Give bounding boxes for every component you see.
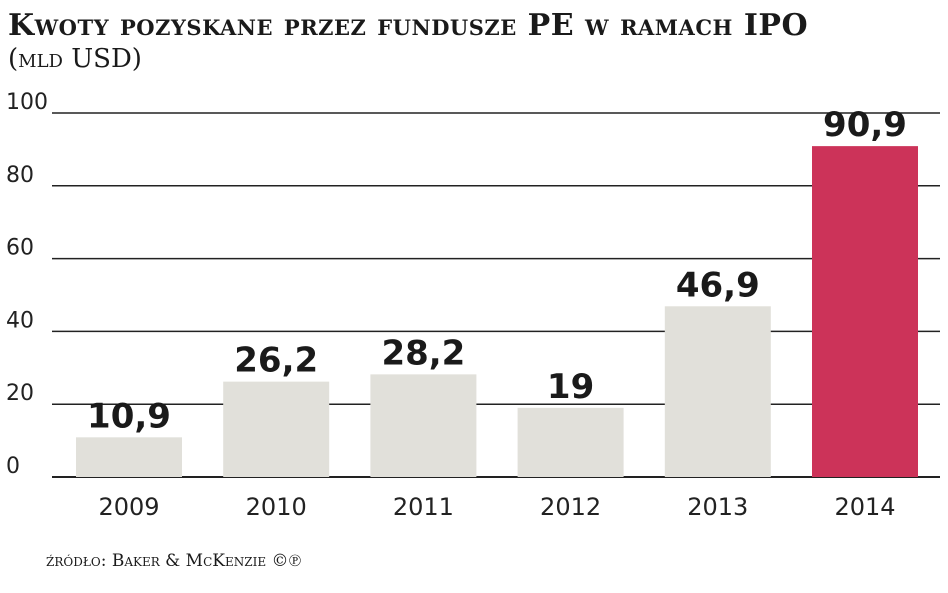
bar-2009 <box>76 437 182 477</box>
bar-2013 <box>664 306 771 477</box>
y-tick-label: 60 <box>6 236 34 261</box>
category-label-2009: 2009 <box>98 493 159 521</box>
y-tick-label: 0 <box>6 454 20 479</box>
bar-2011 <box>370 374 477 477</box>
bar-2012 <box>517 407 624 477</box>
chart-subtitle: (mld USD) <box>8 44 142 74</box>
y-tick-label: 80 <box>6 163 34 188</box>
y-tick-label: 100 <box>6 90 48 115</box>
value-label-2012: 19 <box>547 367 594 407</box>
category-label-2012: 2012 <box>540 493 601 521</box>
value-label-2013: 46,9 <box>676 265 760 305</box>
value-label-2011: 28,2 <box>381 333 465 373</box>
category-label-2014: 2014 <box>834 493 895 521</box>
y-axis-tick-labels: 0 20 40 60 80 100 <box>6 90 48 479</box>
value-label-2014: 90,9 <box>823 105 907 145</box>
source-note: źródło: Baker & McKenzie ©℗ <box>46 551 302 571</box>
y-tick-label: 40 <box>6 308 34 333</box>
value-label-2010: 26,2 <box>234 341 318 381</box>
category-labels: 2009 2010 2011 2012 2013 2014 <box>98 493 895 521</box>
category-label-2010: 2010 <box>246 493 307 521</box>
chart-title: Kwoty pozyskane przez fundusze PE w rama… <box>8 8 809 43</box>
bar-2014 <box>812 146 918 477</box>
bar-2010 <box>223 381 330 477</box>
gridlines <box>52 112 940 478</box>
bars <box>76 146 918 477</box>
value-labels: 10,9 26,2 28,2 19 46,9 90,9 <box>87 105 907 436</box>
y-tick-label: 20 <box>6 381 34 406</box>
category-label-2011: 2011 <box>393 493 454 521</box>
category-label-2013: 2013 <box>687 493 748 521</box>
value-label-2009: 10,9 <box>87 396 171 436</box>
